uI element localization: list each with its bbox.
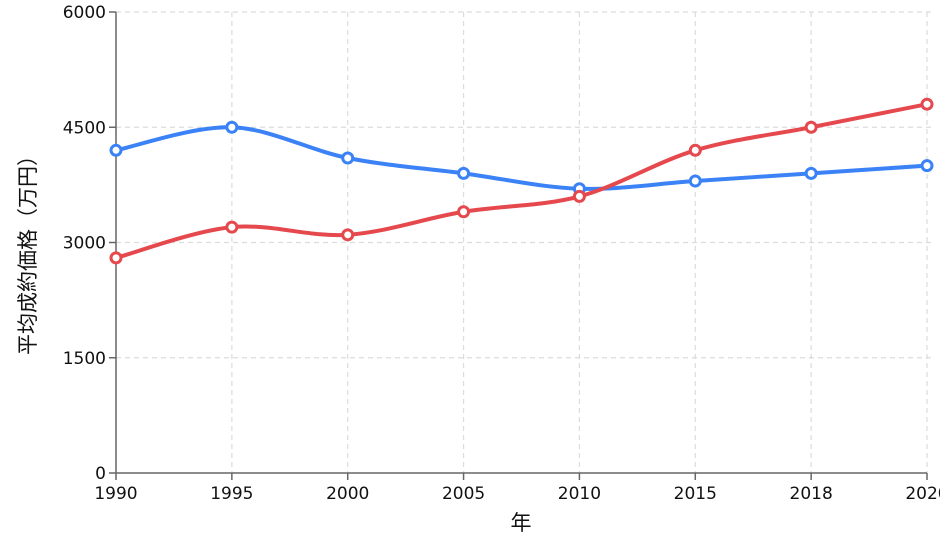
- data-point[interactable]: [688, 143, 702, 157]
- data-point[interactable]: [341, 151, 355, 165]
- y-tick-label: 3000: [63, 234, 106, 254]
- data-point[interactable]: [109, 251, 123, 265]
- y-tick-label: 0: [95, 464, 106, 484]
- x-tick-label: 2005: [442, 484, 485, 504]
- x-tick-label: 2018: [790, 484, 833, 504]
- y-axis-ticks: 0 1500 3000 4500 6000: [63, 3, 116, 484]
- x-tick-label: 2010: [558, 484, 601, 504]
- data-point[interactable]: [804, 166, 818, 180]
- data-point[interactable]: [225, 220, 239, 234]
- y-tick-label: 6000: [63, 3, 106, 23]
- series-line: [114, 125, 929, 191]
- data-point[interactable]: [920, 97, 934, 111]
- series-group: [109, 97, 934, 265]
- x-axis-ticks: 1990 1995 2000 2005 2010 2015 2018 2020: [94, 473, 940, 504]
- y-tick-label: 1500: [63, 349, 106, 369]
- y-tick-label: 4500: [63, 118, 106, 138]
- x-tick-label: 2015: [674, 484, 717, 504]
- grid: [116, 11, 935, 473]
- x-tick-label: 1990: [94, 484, 137, 504]
- data-point[interactable]: [341, 228, 355, 242]
- x-tick-label: 2000: [326, 484, 369, 504]
- x-axis-title: 年: [511, 511, 532, 535]
- x-tick-label: 1995: [210, 484, 253, 504]
- series-1: [109, 97, 934, 265]
- data-point[interactable]: [457, 166, 471, 180]
- y-axis-title: 平均成約価格（万円）: [16, 145, 40, 355]
- data-point[interactable]: [572, 189, 586, 203]
- data-point[interactable]: [920, 159, 934, 173]
- series-0: [109, 120, 934, 196]
- data-point[interactable]: [688, 174, 702, 188]
- data-point[interactable]: [457, 205, 471, 219]
- x-tick-label: 2020: [905, 484, 940, 504]
- data-point[interactable]: [109, 143, 123, 157]
- data-point[interactable]: [225, 120, 239, 134]
- series-line: [114, 102, 929, 260]
- data-point[interactable]: [804, 120, 818, 134]
